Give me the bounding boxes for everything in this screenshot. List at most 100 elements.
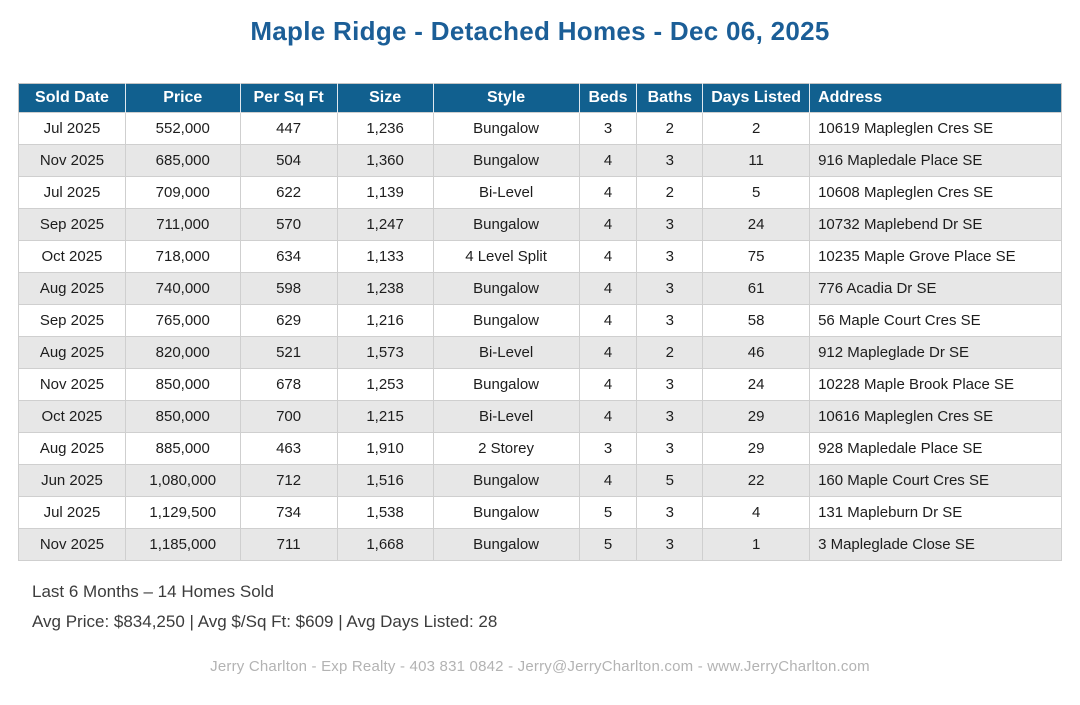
table-cell: 1,516 <box>336 464 434 497</box>
header-size: Size <box>337 83 434 113</box>
listings-table: Sold Date Price Per Sq Ft Size Style Bed… <box>18 83 1062 561</box>
table-cell: Nov 2025 <box>18 528 126 561</box>
table-cell: 10235 Maple Grove Place SE <box>809 240 1062 273</box>
table-header: Sold Date Price Per Sq Ft Size Style Bed… <box>18 83 1062 113</box>
table-cell: 928 Mapledale Place SE <box>809 432 1062 465</box>
table-cell: 1,139 <box>336 176 434 209</box>
table-cell: Bi-Level <box>432 336 580 369</box>
table-cell: 24 <box>702 208 811 241</box>
table-cell: 10228 Maple Brook Place SE <box>809 368 1062 401</box>
table-cell: 4 <box>578 400 638 433</box>
table-cell: 850,000 <box>124 368 241 401</box>
table-cell: 10608 Mapleglen Cres SE <box>809 176 1062 209</box>
table-cell: 912 Mapleglade Dr SE <box>809 336 1062 369</box>
table-cell: Bungalow <box>432 272 580 305</box>
table-cell: 3 <box>636 432 704 465</box>
header-beds: Beds <box>579 83 638 113</box>
table-cell: 29 <box>702 432 811 465</box>
table-cell: 1,573 <box>336 336 434 369</box>
table-cell: 3 Mapleglade Close SE <box>809 528 1062 561</box>
table-cell: Aug 2025 <box>18 272 126 305</box>
summary-block: Last 6 Months – 14 Homes Sold Avg Price:… <box>32 581 1080 632</box>
table-cell: 521 <box>239 336 338 369</box>
table-cell: 1,910 <box>336 432 434 465</box>
page-title: Maple Ridge - Detached Homes - Dec 06, 2… <box>250 16 830 46</box>
table-cell: 61 <box>702 272 811 305</box>
table-cell: 11 <box>702 144 811 177</box>
table-cell: Bungalow <box>432 464 580 497</box>
table-cell: 678 <box>239 368 338 401</box>
table-cell: 1,247 <box>336 208 434 241</box>
table-cell: 740,000 <box>124 272 241 305</box>
table-cell: 1,538 <box>336 496 434 529</box>
table-cell: 447 <box>239 112 338 145</box>
table-row: Aug 2025 820,000 521 1,573 Bi-Level 4 2 46 912 M… <box>18 336 1062 369</box>
table-cell: 765,000 <box>124 304 241 337</box>
table-cell: 1,668 <box>336 528 434 561</box>
header-days-listed: Days Listed <box>702 83 811 113</box>
summary-homes-sold: Last 6 Months – 14 Homes Sold <box>32 582 274 601</box>
table-cell: Jul 2025 <box>18 496 126 529</box>
table-cell: 711 <box>239 528 338 561</box>
table-cell: 10619 Mapleglen Cres SE <box>809 112 1062 145</box>
table-cell: Oct 2025 <box>18 240 126 273</box>
table-cell: 4 <box>578 272 638 305</box>
table-cell: 629 <box>239 304 338 337</box>
table-cell: 22 <box>702 464 811 497</box>
table-cell: 712 <box>239 464 338 497</box>
table-cell: Aug 2025 <box>18 432 126 465</box>
table-cell: 3 <box>636 240 704 273</box>
header-baths: Baths <box>636 83 704 113</box>
table-cell: 3 <box>636 208 704 241</box>
table-cell: 10732 Maplebend Dr SE <box>809 208 1062 241</box>
table-cell: 700 <box>239 400 338 433</box>
table-cell: 1,253 <box>336 368 434 401</box>
header-price: Price <box>125 83 241 113</box>
footer-contact: Jerry Charlton - Exp Realty - 403 831 08… <box>210 658 870 675</box>
table-cell: 2 <box>636 112 704 145</box>
table-cell: 29 <box>702 400 811 433</box>
header-style: Style <box>433 83 580 113</box>
table-cell: 711,000 <box>124 208 241 241</box>
table-cell: 1,215 <box>336 400 434 433</box>
table-cell: Aug 2025 <box>18 336 126 369</box>
table-row: Jul 2025 552,000 447 1,236 Bungalow 3 2 2 10619 … <box>18 112 1062 145</box>
table-cell: 776 Acadia Dr SE <box>809 272 1062 305</box>
table-cell: 4 <box>578 336 638 369</box>
table-cell: Oct 2025 <box>18 400 126 433</box>
table-row: Aug 2025 740,000 598 1,238 Bungalow 4 3 61 776 A… <box>18 272 1062 305</box>
table-cell: 1 <box>702 528 811 561</box>
table-cell: 5 <box>578 496 638 529</box>
table-row: Oct 2025 850,000 700 1,215 Bi-Level 4 3 29 10616… <box>18 400 1062 433</box>
table-row: Jul 2025 709,000 622 1,139 Bi-Level 4 2 5 10608 … <box>18 176 1062 209</box>
table-cell: 4 <box>578 144 638 177</box>
table-cell: Jul 2025 <box>18 112 126 145</box>
table-cell: 916 Mapledale Place SE <box>809 144 1062 177</box>
table-row: Nov 2025 1,185,000 711 1,668 Bungalow 5 3 1 3 Ma… <box>18 528 1062 561</box>
table-cell: 75 <box>702 240 811 273</box>
table-cell: Bungalow <box>432 208 580 241</box>
table-cell: 4 <box>578 368 638 401</box>
table-cell: 622 <box>239 176 338 209</box>
header-address: Address <box>809 83 1062 113</box>
table-cell: 2 <box>636 176 704 209</box>
table-cell: 3 <box>636 272 704 305</box>
table-cell: 2 <box>702 112 811 145</box>
table-cell: 1,238 <box>336 272 434 305</box>
table-cell: 734 <box>239 496 338 529</box>
table-cell: 3 <box>636 144 704 177</box>
table-row: Jun 2025 1,080,000 712 1,516 Bungalow 4 5 22 160… <box>18 464 1062 497</box>
table-cell: 598 <box>239 272 338 305</box>
table-cell: 463 <box>239 432 338 465</box>
table-cell: 56 Maple Court Cres SE <box>809 304 1062 337</box>
table-cell: 709,000 <box>124 176 241 209</box>
table-cell: 570 <box>239 208 338 241</box>
table-row: Oct 2025 718,000 634 1,133 4 Level Split 4 3 75… <box>18 240 1062 273</box>
table-cell: 2 Storey <box>432 432 580 465</box>
table-cell: 504 <box>239 144 338 177</box>
header-per-sq-ft: Per Sq Ft <box>240 83 338 113</box>
table-cell: 4 Level Split <box>432 240 580 273</box>
table-cell: 4 <box>578 240 638 273</box>
header-row: Sold Date Price Per Sq Ft Size Style Bed… <box>18 83 1062 113</box>
table-cell: 1,080,000 <box>124 464 241 497</box>
